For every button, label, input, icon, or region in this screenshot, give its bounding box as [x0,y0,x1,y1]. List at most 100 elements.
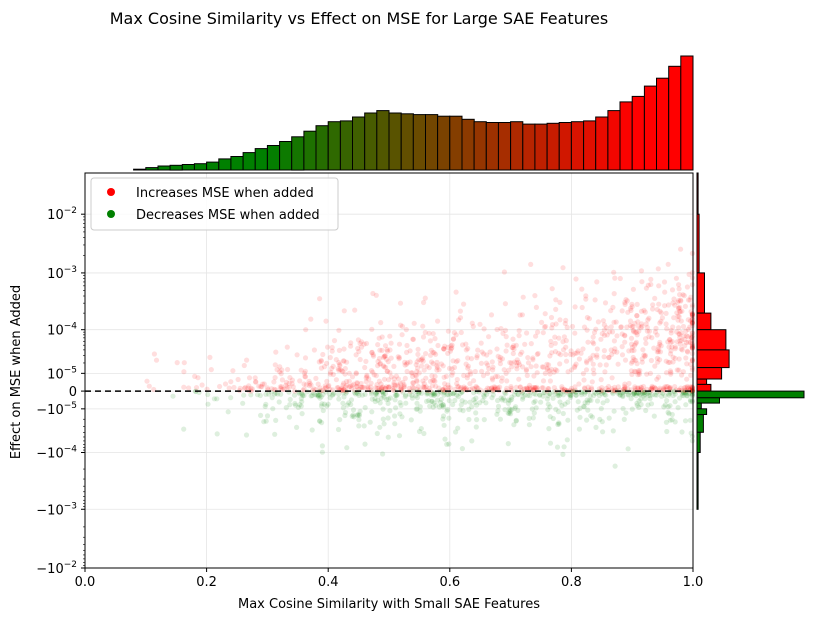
point-increase [662,384,668,390]
point-increase [301,370,308,376]
point-decrease [438,400,444,406]
point-increase [354,383,360,389]
point-decrease [393,392,399,398]
point-decrease [458,402,464,408]
point-decrease [406,391,412,397]
point-increase [442,343,448,349]
point-increase [414,369,420,375]
point-increase [410,373,416,380]
point-increase [368,384,374,390]
point-increase [517,351,524,357]
x-tick-label: 1.0 [683,575,704,590]
point-increase [534,385,540,392]
point-increase [689,330,696,336]
point-increase [475,385,481,391]
point-increase [631,342,638,349]
point-increase [677,308,683,315]
point-increase [671,315,677,321]
top-histogram-bar [461,118,475,171]
point-increase [307,380,313,386]
point-increase [340,382,346,388]
point-increase [346,378,352,384]
point-increase [678,346,684,352]
point-decrease [263,391,269,397]
point-increase [404,342,410,349]
point-decrease [398,402,404,408]
point-increase [354,380,360,386]
point-decrease [225,409,231,415]
point-increase [374,382,380,388]
top-histogram-bar [595,116,609,171]
point-increase [306,378,312,384]
point-increase [492,386,498,392]
point-increase [390,386,396,392]
point-decrease [552,391,558,397]
point-increase [375,342,381,348]
point-increase [489,375,495,381]
point-decrease [205,391,211,398]
right-histogram-bar [696,431,701,453]
point-increase [606,355,612,361]
point-decrease [669,411,675,418]
point-increase [624,298,630,304]
point-increase [404,368,410,375]
point-decrease [560,389,567,395]
point-increase [471,378,477,384]
right-histogram-bar [696,397,720,404]
point-increase [522,386,528,392]
point-increase [560,347,567,353]
point-increase [475,347,481,353]
point-decrease [620,393,626,399]
point-decrease [666,411,672,417]
top-histogram-bar [303,130,317,171]
point-increase [583,367,590,373]
point-increase [572,304,578,310]
y-tick-label: −10−4 [36,444,77,461]
point-increase [317,385,323,391]
point-increase [231,384,237,391]
top-histogram-bar [473,121,487,171]
point-increase [458,385,464,391]
point-increase [676,282,682,288]
point-decrease [301,392,307,399]
point-increase [533,363,539,369]
point-increase [391,380,397,386]
point-decrease [344,445,350,451]
point-decrease [578,392,585,398]
point-increase [450,370,456,376]
point-decrease [600,400,606,406]
point-decrease [400,389,406,395]
point-decrease [625,391,631,397]
point-increase [531,373,537,379]
point-decrease [658,393,665,399]
point-increase [457,315,464,321]
point-decrease [588,397,594,403]
point-increase [549,286,555,292]
point-decrease [408,417,414,423]
point-decrease [402,393,408,400]
point-increase [639,356,645,362]
point-increase [386,377,392,383]
point-increase [411,320,417,326]
point-increase [653,325,659,331]
point-increase [486,334,492,340]
point-increase [420,378,426,384]
point-increase [308,382,314,388]
point-decrease [547,440,554,446]
point-increase [414,377,420,383]
point-increase [657,320,663,326]
point-increase [549,325,555,331]
point-increase [631,329,637,335]
point-decrease [650,392,656,398]
point-increase [601,332,608,338]
point-increase [504,342,510,348]
point-increase [336,367,342,373]
point-decrease [611,408,617,414]
point-increase [608,347,614,353]
point-increase [246,375,253,381]
point-decrease [273,390,279,396]
point-increase [497,354,503,360]
point-increase [590,352,596,358]
point-increase [527,386,533,392]
point-increase [553,297,559,303]
